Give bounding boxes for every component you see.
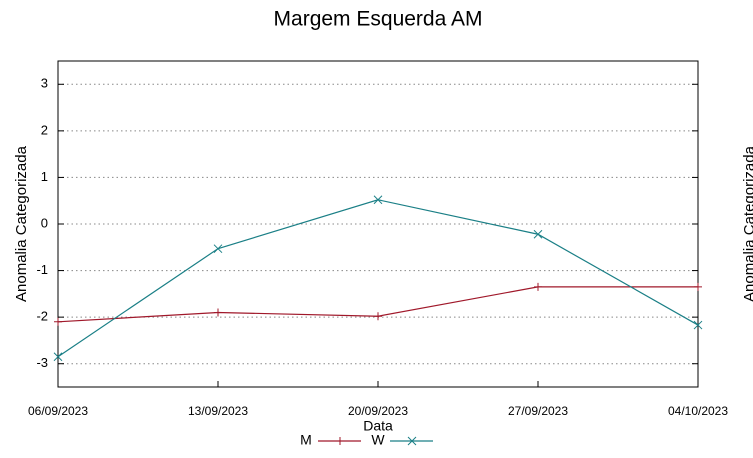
x-tick-label: 13/09/2023 — [188, 404, 248, 418]
legend-label: M — [300, 432, 312, 448]
point-marker — [534, 282, 542, 291]
legend-marker — [407, 436, 417, 446]
point-marker — [214, 308, 222, 317]
line-series — [57, 199, 699, 358]
point-marker — [53, 352, 63, 362]
point-marker — [213, 244, 223, 254]
point-marker — [533, 229, 543, 239]
y-tick-label: 1 — [41, 169, 48, 184]
x-tick-label: 04/10/2023 — [668, 404, 728, 418]
point-marker — [54, 317, 62, 326]
chart-title: Margem Esquerda AM — [274, 8, 483, 31]
clipped-panel-y-axis-label: Anomalia Categorizada — [741, 145, 753, 302]
y-tick-label: 0 — [41, 215, 48, 230]
legend-marker — [336, 437, 344, 445]
legend-label: W — [371, 432, 385, 448]
point-marker — [693, 320, 703, 330]
y-tick-label: -2 — [36, 309, 48, 324]
point-marker — [694, 282, 702, 291]
y-tick-label: 2 — [41, 122, 48, 137]
y-tick-label: -1 — [36, 262, 48, 277]
x-tick-label: 27/09/2023 — [508, 404, 568, 418]
y-tick-label: 3 — [41, 76, 48, 91]
x-tick-label: 06/09/2023 — [28, 404, 88, 418]
plot-frame — [57, 60, 699, 388]
x-axis-label: Data — [363, 418, 393, 434]
y-axis-label: Anomalia Categorizada — [13, 145, 30, 302]
x-tick-label: 20/09/2023 — [348, 404, 408, 418]
point-marker — [374, 312, 382, 321]
y-tick-label: -3 — [36, 355, 48, 370]
point-marker — [373, 195, 383, 205]
